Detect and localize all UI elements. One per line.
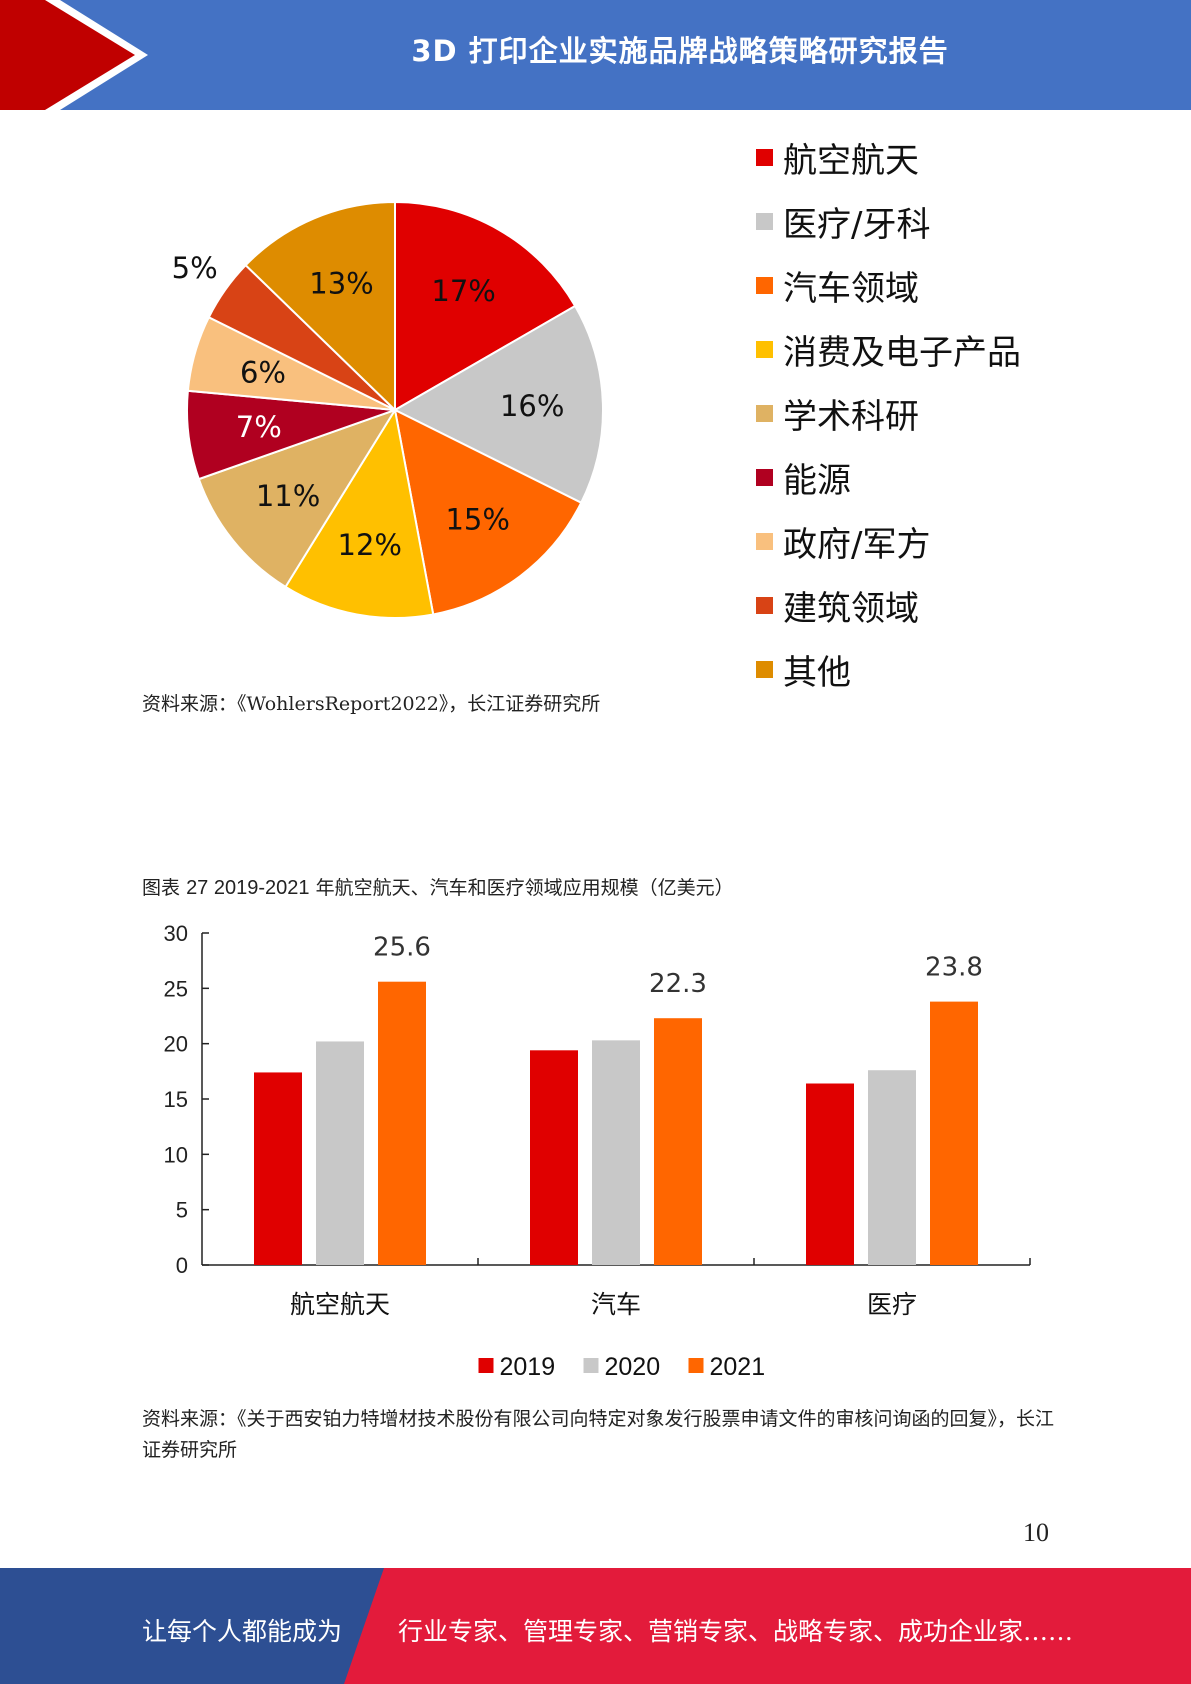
legend-swatch bbox=[756, 596, 773, 614]
caption-number: 27 2019-2021 bbox=[186, 877, 310, 899]
y-tick-label: 15 bbox=[164, 1087, 188, 1112]
bar bbox=[530, 1050, 578, 1265]
pie-slice-label: 7% bbox=[236, 410, 282, 444]
pie-slice-label: 16% bbox=[500, 389, 564, 423]
legend-item: 能源 bbox=[756, 445, 1021, 509]
bar-legend-swatch bbox=[583, 1358, 599, 1373]
legend-label: 其他 bbox=[783, 652, 851, 693]
pie-slice-label: 12% bbox=[338, 528, 402, 562]
bar bbox=[654, 1018, 702, 1265]
legend-swatch bbox=[756, 212, 773, 230]
category-label: 汽车 bbox=[591, 1290, 641, 1319]
bar bbox=[806, 1083, 854, 1265]
footer-banner bbox=[0, 1568, 1191, 1684]
bar bbox=[592, 1040, 640, 1265]
bar bbox=[316, 1041, 364, 1265]
bar-data-label: 25.6 bbox=[373, 933, 431, 963]
legend-item: 其他 bbox=[756, 637, 1021, 701]
bar-chart: 0 5 10 15 20 25 30 25.6 航空航天 22.3 汽车 23.8 医疗 2019 2020… bbox=[164, 921, 1031, 1381]
pie-slice bbox=[394, 200, 577, 412]
bar-legend-label: 2021 bbox=[710, 1353, 766, 1381]
bar-legend-swatch bbox=[478, 1358, 494, 1373]
category-label: 医疗 bbox=[867, 1290, 917, 1319]
legend-item: 建筑领域 bbox=[756, 573, 1021, 637]
footer-slogan-left: 让每个人都能成为 bbox=[142, 1617, 343, 1646]
legend-item: 汽车领域 bbox=[756, 253, 1021, 317]
legend-label: 消费及电子产品 bbox=[783, 332, 1021, 373]
pie-slice-label: 5% bbox=[172, 251, 218, 285]
pie-chart: 17% 16% 15% 12% 11% 7% 6% 5% 13% bbox=[172, 200, 604, 619]
bar-legend-swatch bbox=[688, 1358, 704, 1373]
bar-legend-label: 2020 bbox=[605, 1353, 661, 1381]
pie-slice bbox=[244, 200, 396, 413]
pie-slice-label: 6% bbox=[240, 355, 286, 389]
pie-slice-label: 15% bbox=[445, 503, 509, 537]
legend-item: 消费及电子产品 bbox=[756, 317, 1021, 381]
caption-text: 年航空航天、汽车和医疗领域应用规模（亿美元） bbox=[315, 877, 734, 899]
bar bbox=[378, 981, 426, 1265]
caption-prefix: 图表 bbox=[142, 877, 181, 899]
legend-label: 学术科研 bbox=[783, 396, 919, 437]
page-footer: 让每个人都能成为 行业专家、管理专家、营销专家、战略专家、成功企业家…… bbox=[0, 1568, 1191, 1684]
pie-slice bbox=[197, 408, 398, 589]
legend-label: 能源 bbox=[783, 460, 851, 501]
page-number: 10 bbox=[1023, 1518, 1049, 1547]
pie-slice bbox=[392, 304, 604, 505]
y-tick-label: 30 bbox=[164, 921, 188, 946]
legend-item: 医疗/牙科 bbox=[756, 189, 1021, 253]
legend-label: 汽车领域 bbox=[783, 268, 919, 309]
bar bbox=[930, 1001, 978, 1265]
bar-source-note: 资料来源：《关于西安铂力特增材技术股份有限公司向特定对象发行股票申请文件的审核问… bbox=[142, 1408, 1055, 1461]
legend-item: 航空航天 bbox=[756, 125, 1021, 189]
bar bbox=[254, 1072, 302, 1265]
legend-label: 建筑领域 bbox=[783, 588, 919, 629]
legend-label: 政府/军方 bbox=[783, 524, 931, 565]
pie-slice bbox=[393, 408, 583, 616]
page-header: 3D 打印企业实施品牌战略策略研究报告 bbox=[0, 0, 1191, 110]
legend-item: 政府/军方 bbox=[756, 509, 1021, 573]
bar bbox=[868, 1070, 916, 1265]
category-label: 航空航天 bbox=[290, 1290, 390, 1319]
pie-slice-label: 11% bbox=[256, 479, 320, 513]
bar-data-label: 22.3 bbox=[649, 969, 707, 999]
legend-item: 学术科研 bbox=[756, 381, 1021, 445]
y-tick-label: 25 bbox=[164, 976, 188, 1001]
legend-swatch bbox=[756, 468, 773, 486]
bar-chart-caption: 图表 27 2019-2021 年航空航天、汽车和医疗领域应用规模（亿美元） bbox=[142, 873, 734, 900]
y-tick-label: 0 bbox=[176, 1253, 188, 1278]
y-tick-label: 10 bbox=[164, 1142, 188, 1167]
legend-swatch bbox=[756, 660, 773, 678]
bar-legend-label: 2019 bbox=[500, 1353, 556, 1381]
header-banner bbox=[0, 0, 1191, 110]
legend-swatch bbox=[756, 532, 773, 550]
y-tick-label: 20 bbox=[164, 1032, 188, 1057]
legend-swatch bbox=[756, 276, 773, 294]
pie-slice-label: 17% bbox=[431, 274, 495, 308]
footer-slogan-right: 行业专家、管理专家、营销专家、战略专家、成功企业家…… bbox=[398, 1617, 1074, 1646]
legend-swatch bbox=[756, 404, 773, 422]
bar-data-label: 23.8 bbox=[925, 953, 983, 983]
pie-legend: 航空航天医疗/牙科汽车领域消费及电子产品 学术科研能源政府/军方建筑领域其他 bbox=[756, 125, 1021, 701]
pie-slice-label: 13% bbox=[309, 267, 373, 301]
pie-source-note: 资料来源：《WohlersReport2022》，长江证券研究所 bbox=[142, 693, 601, 715]
legend-swatch bbox=[756, 148, 773, 166]
report-title: 3D 打印企业实施品牌战略策略研究报告 bbox=[411, 34, 949, 68]
legend-label: 航空航天 bbox=[783, 140, 919, 181]
legend-swatch bbox=[756, 340, 773, 358]
pie-slice bbox=[284, 407, 435, 619]
legend-label: 医疗/牙科 bbox=[783, 204, 931, 245]
y-tick-label: 5 bbox=[176, 1198, 188, 1223]
